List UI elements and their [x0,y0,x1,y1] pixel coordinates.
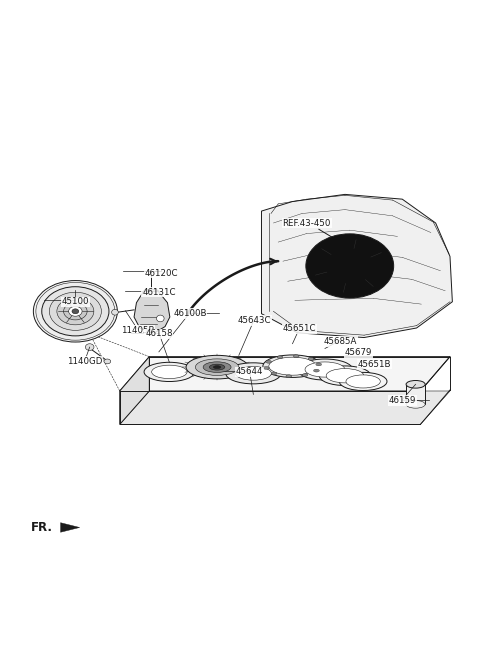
Text: 46131C: 46131C [142,288,176,297]
Polygon shape [406,384,425,404]
Text: REF.43-450: REF.43-450 [283,218,331,228]
Text: 46100B: 46100B [173,309,207,318]
Ellipse shape [263,355,322,377]
Ellipse shape [297,359,353,380]
Text: 45644: 45644 [236,367,264,377]
Ellipse shape [195,359,239,375]
Text: 45651B: 45651B [358,359,391,369]
Ellipse shape [346,375,380,388]
Text: 46159: 46159 [389,396,416,405]
Ellipse shape [42,287,109,336]
Polygon shape [60,523,80,532]
Ellipse shape [144,362,195,382]
Text: 45100: 45100 [61,297,89,306]
Ellipse shape [264,367,269,369]
Ellipse shape [286,375,292,378]
Ellipse shape [406,401,425,408]
Ellipse shape [266,360,271,363]
Text: 45679: 45679 [345,348,372,358]
Ellipse shape [302,374,308,377]
Text: FR.: FR. [31,521,53,534]
Text: 45651C: 45651C [283,325,316,333]
Ellipse shape [308,358,314,360]
Ellipse shape [36,283,115,340]
Ellipse shape [226,363,281,384]
Ellipse shape [293,355,299,358]
Ellipse shape [49,292,101,331]
Ellipse shape [85,344,94,350]
Ellipse shape [152,365,187,379]
Ellipse shape [406,380,425,388]
Ellipse shape [104,359,111,364]
Ellipse shape [203,362,231,373]
Ellipse shape [112,310,118,315]
Ellipse shape [277,356,283,359]
Polygon shape [262,194,452,338]
Polygon shape [120,357,450,391]
Text: 46120C: 46120C [144,268,178,277]
Ellipse shape [319,366,371,386]
Text: 45685A: 45685A [324,337,357,346]
Ellipse shape [316,363,322,366]
Text: 46158: 46158 [145,329,173,338]
Text: 45643C: 45643C [238,316,271,325]
Ellipse shape [156,315,164,322]
Ellipse shape [313,369,319,372]
Ellipse shape [34,281,117,342]
Ellipse shape [63,302,87,320]
Ellipse shape [69,306,82,316]
Text: 1140GD: 1140GD [67,357,103,366]
Ellipse shape [209,364,225,370]
Ellipse shape [306,234,394,298]
Polygon shape [120,357,149,424]
Ellipse shape [269,357,316,375]
Ellipse shape [186,356,248,379]
Ellipse shape [214,365,221,369]
Ellipse shape [57,298,94,325]
Ellipse shape [339,373,387,390]
Polygon shape [134,290,170,334]
Ellipse shape [305,362,345,377]
Ellipse shape [326,369,364,383]
Text: 11405B: 11405B [120,326,154,335]
Polygon shape [120,391,450,424]
Ellipse shape [235,367,271,380]
Ellipse shape [72,309,79,314]
Ellipse shape [271,372,277,375]
